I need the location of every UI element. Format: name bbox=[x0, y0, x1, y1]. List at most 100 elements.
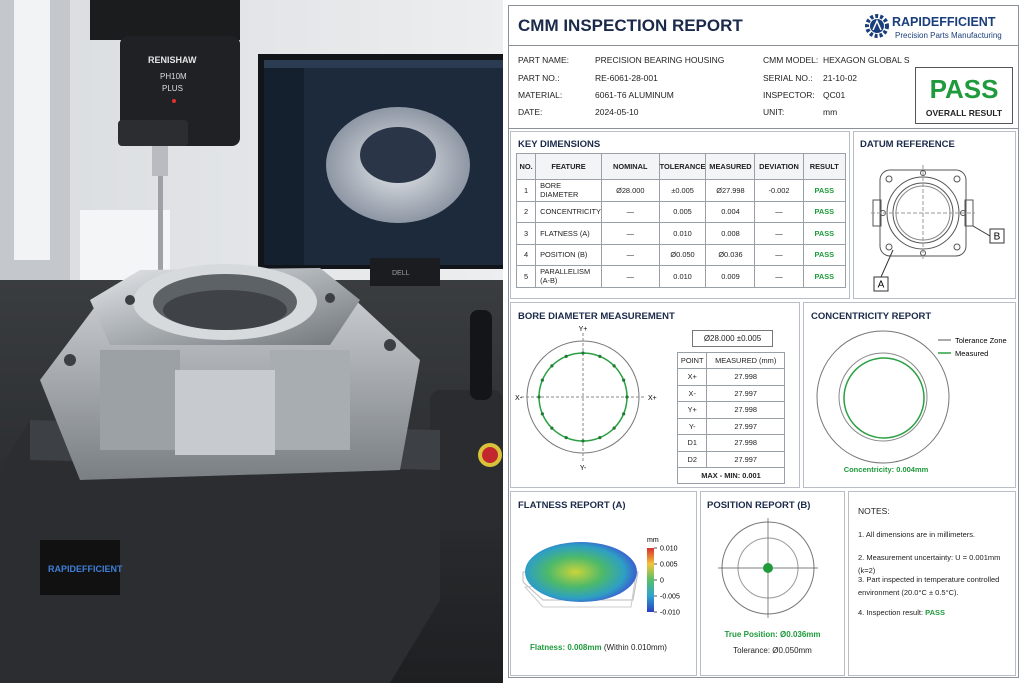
table-row: D1 27.998 bbox=[676, 434, 785, 452]
table-cell: 0.009 bbox=[705, 265, 756, 288]
position-tolerance: Tolerance: Ø0.050mm bbox=[733, 646, 812, 655]
table-cell: POSITION (B) bbox=[535, 243, 602, 266]
table-cell: Y- bbox=[676, 417, 708, 435]
table-cell: 5 bbox=[515, 265, 537, 288]
measure-point bbox=[612, 426, 616, 430]
note-result: PASS bbox=[925, 608, 946, 617]
info-value: PRECISION BEARING HOUSING bbox=[595, 55, 725, 65]
bore-nominal: Ø28.000 ±0.005 bbox=[692, 330, 773, 347]
table-cell: Ø0.036 bbox=[705, 243, 756, 266]
table-cell: — bbox=[600, 200, 660, 223]
measure-point bbox=[550, 426, 554, 430]
table-cell: Ø28.000 bbox=[600, 179, 660, 202]
measure-point bbox=[540, 378, 544, 382]
report-frame bbox=[508, 5, 1019, 678]
table-cell: — bbox=[600, 243, 660, 266]
info-label: MATERIAL: bbox=[518, 90, 563, 100]
table-cell: PASS bbox=[802, 265, 847, 288]
key-dimensions-table: NO. FEATURE NOMINAL TOLERANCE MEASURED DEVIAT… bbox=[515, 153, 847, 288]
measure-point bbox=[622, 412, 626, 416]
note-item: 2. Measurement uncertainty: U = 0.001mm … bbox=[858, 551, 1010, 577]
probe-model: PH10M bbox=[160, 72, 187, 81]
position-result: True Position: Ø0.036mm bbox=[724, 630, 821, 639]
measure-point bbox=[622, 378, 626, 382]
datum-label: B bbox=[994, 232, 1001, 243]
table-cell: 27.997 bbox=[706, 417, 785, 435]
colorbar-tick-label: 0.010 bbox=[660, 546, 678, 553]
axis-label: X+ bbox=[648, 395, 657, 402]
section-title: DATUM REFERENCE bbox=[860, 139, 955, 150]
table-cell: PASS bbox=[802, 179, 847, 202]
table-header-cell: RESULT bbox=[802, 153, 847, 180]
logo-text: RAPIDEFFICIENT bbox=[892, 15, 996, 29]
note-text: 2. Measurement uncertainty: U = 0.001mm … bbox=[858, 553, 1001, 575]
table-cell: 0.008 bbox=[705, 222, 756, 245]
table-cell: PASS bbox=[802, 243, 847, 266]
info-label: UNIT: bbox=[763, 107, 785, 117]
datum-drawing: B A bbox=[871, 165, 1005, 292]
info-value: QC01 bbox=[823, 90, 846, 100]
table-header-cell: TOLERANCE bbox=[658, 153, 707, 180]
note-item: 1. All dimensions are in millimeters. bbox=[858, 528, 1010, 541]
table-cell: 27.998 bbox=[706, 368, 785, 386]
datum-label: A bbox=[878, 280, 885, 291]
bore-table: POINT MEASURED (mm) X+ 27.998 X- 27.997 Y+ 27.9… bbox=[676, 352, 785, 484]
table-row: 5 PARALLELISM (A-B) —0.010 0.009— PASS bbox=[515, 265, 847, 288]
axis-label: Y- bbox=[580, 465, 587, 472]
table-cell: 27.998 bbox=[706, 434, 785, 452]
table-header-row: NO. FEATURE NOMINAL TOLERANCE MEASURED DEVIAT… bbox=[515, 153, 847, 180]
table-cell: D1 bbox=[676, 434, 708, 452]
datum-panel bbox=[853, 131, 1016, 299]
concentricity-result: Concentricity: 0.004mm bbox=[844, 465, 929, 474]
table-cell: CONCENTRICITY bbox=[535, 200, 602, 223]
flatness-panel bbox=[510, 491, 697, 676]
table-cell: PARALLELISM (A-B) bbox=[535, 265, 602, 288]
colorbar-tick-label: 0.005 bbox=[660, 562, 678, 569]
info-label: CMM MODEL: bbox=[763, 55, 819, 65]
info-value: 6061-T6 ALUMINUM bbox=[595, 90, 674, 100]
table-cell: PASS bbox=[802, 222, 847, 245]
bore-panel bbox=[510, 302, 800, 488]
flatness-note: (Within 0.010mm) bbox=[603, 643, 667, 652]
table-header-cell: MEASURED bbox=[705, 153, 756, 180]
info-value: mm bbox=[823, 107, 838, 117]
info-value: RE-6061-28-001 bbox=[595, 73, 658, 83]
measure-point bbox=[550, 364, 554, 368]
measure-point bbox=[564, 436, 568, 440]
table-cell: Y+ bbox=[676, 401, 708, 419]
info-label: INSPECTOR: bbox=[763, 90, 815, 100]
result-box: PASS OVERALL RESULT bbox=[915, 67, 1013, 124]
table-cell: FLATNESS (A) bbox=[535, 222, 602, 245]
result-status: PASS bbox=[929, 74, 999, 104]
workshop-photo: DELL RENISHAW PH10M PLUS RAPIDEFFICIENT bbox=[0, 0, 503, 683]
table-cell: 4 bbox=[515, 243, 537, 266]
table-cell: 1 bbox=[515, 179, 537, 202]
table-cell: -0.002 bbox=[754, 179, 804, 202]
notes-title: NOTES: bbox=[858, 506, 890, 516]
bore-plot: Y+ Y- X- X+ bbox=[515, 326, 657, 472]
position-plot bbox=[718, 518, 818, 618]
info-label: DATE: bbox=[518, 107, 543, 117]
flatness-result: Flatness: 0.008mm bbox=[530, 643, 602, 652]
table-cell: — bbox=[754, 243, 804, 266]
measure-point bbox=[537, 395, 541, 399]
table-cell: D2 bbox=[676, 450, 708, 468]
flatness-result-line: Flatness: 0.008mm (Within 0.010mm) bbox=[530, 643, 667, 652]
result-label: OVERALL RESULT bbox=[925, 108, 1003, 118]
table-row: X- 27.997 bbox=[676, 384, 785, 402]
table-cell: ±0.005 bbox=[658, 179, 707, 202]
table-cell: 0.010 bbox=[658, 265, 707, 288]
legend-label: Measured bbox=[955, 349, 988, 358]
info-value: 2024-05-10 bbox=[595, 107, 639, 117]
table-row: Y- 27.997 bbox=[676, 417, 785, 435]
axis-label: X- bbox=[515, 395, 523, 402]
colorbar-unit: mm bbox=[647, 537, 659, 544]
section-title: KEY DIMENSIONS bbox=[518, 139, 601, 150]
section-title: CONCENTRICITY REPORT bbox=[811, 311, 932, 322]
measure-point bbox=[581, 439, 585, 443]
table-cell: X+ bbox=[676, 368, 708, 386]
table-row: 3 FLATNESS (A) —0.010 0.008— PASS bbox=[515, 222, 847, 245]
measure-point bbox=[598, 354, 602, 358]
